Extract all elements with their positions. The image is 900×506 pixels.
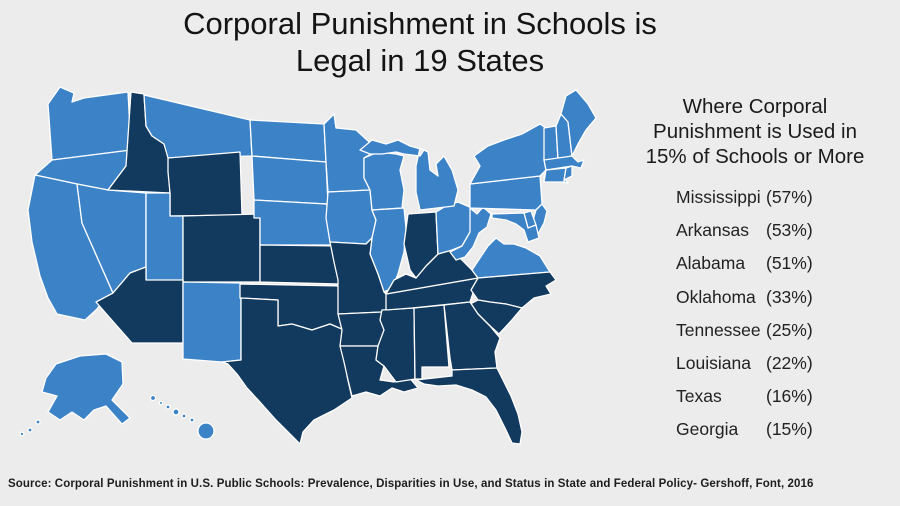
state-north-dakota	[249, 119, 327, 163]
state-alaska-aleutian-island	[19, 431, 25, 437]
panel-heading-line2: Punishment is Used in	[653, 120, 857, 143]
state-rhode-island	[563, 165, 573, 181]
list-item-percent: (15%)	[766, 419, 813, 440]
state-maine	[560, 89, 597, 157]
state-alaska-aleutian-island	[27, 427, 33, 433]
list-item-percent: (53%)	[766, 220, 813, 241]
list-item-state: Georgia	[676, 419, 739, 440]
side-panel: Where Corporal Punishment is Used in 15%…	[612, 94, 898, 447]
state-kansas	[259, 244, 341, 285]
state-hawaii-island	[158, 400, 164, 406]
state-north-carolina	[470, 271, 557, 309]
state-west-virginia	[449, 206, 492, 261]
source-citation: Source: Corporal Punishment in U.S. Publ…	[8, 478, 814, 490]
state-maryland	[491, 212, 540, 243]
state-connecticut	[543, 167, 567, 183]
list-item: Oklahoma (33%)	[612, 281, 898, 314]
state-usage-list: Mississippi (57%) Arkansas (53%) Alabama…	[612, 181, 898, 447]
state-hawaii-island	[189, 417, 195, 423]
state-michigan	[359, 139, 459, 211]
list-item: Texas (16%)	[612, 380, 898, 413]
state-nebraska	[253, 199, 339, 246]
list-item-state: Oklahoma	[676, 286, 756, 307]
us-map	[19, 86, 597, 445]
panel-heading-line1: Where Corporal	[682, 95, 828, 118]
list-item-state: Alabama	[676, 253, 746, 274]
list-item-percent: (16%)	[766, 386, 813, 407]
state-iowa	[325, 189, 377, 245]
list-item-state: Louisiana	[676, 353, 751, 374]
page-title-line2: Legal in 19 States	[295, 43, 545, 78]
list-item-state: Tennessee	[676, 319, 761, 340]
page-title: Corporal Punishment in Schools is Legal …	[0, 5, 840, 79]
state-hawaii-island	[165, 404, 171, 410]
list-item-state: Texas	[676, 386, 722, 407]
list-item-state: Mississippi	[676, 187, 761, 208]
list-item-percent: (57%)	[766, 187, 813, 208]
state-alabama	[413, 304, 450, 380]
state-washington	[47, 86, 132, 161]
list-item: Louisiana (22%)	[612, 347, 898, 380]
state-virginia	[471, 237, 551, 279]
state-pennsylvania	[469, 175, 543, 211]
list-item-percent: (25%)	[766, 319, 813, 340]
state-wyoming	[167, 151, 243, 217]
panel-heading: Where Corporal Punishment is Used in 15%…	[612, 94, 898, 169]
page-title-line1: Corporal Punishment in Schools is	[183, 6, 657, 41]
list-item-percent: (22%)	[766, 353, 813, 374]
state-florida	[415, 367, 523, 445]
list-item: Arkansas (53%)	[612, 214, 898, 247]
state-hawaii-island	[197, 422, 215, 440]
list-item: Mississippi (57%)	[612, 181, 898, 214]
list-item-percent: (33%)	[766, 286, 813, 307]
state-colorado	[182, 213, 261, 283]
state-georgia	[443, 301, 501, 371]
state-hawaii-island	[172, 408, 180, 416]
state-new-mexico	[182, 281, 242, 363]
state-south-dakota	[251, 155, 329, 205]
state-alaska	[41, 353, 131, 425]
state-hawaii-island	[181, 413, 187, 419]
panel-heading-line3: 15% of Schools or More	[645, 145, 865, 168]
list-item-state: Arkansas	[676, 220, 749, 241]
state-texas	[221, 297, 353, 445]
list-item-percent: (51%)	[766, 253, 813, 274]
list-item: Alabama (51%)	[612, 247, 898, 280]
list-item: Tennessee (25%)	[612, 314, 898, 347]
state-alaska-aleutian-island	[35, 419, 41, 425]
list-item: Georgia (15%)	[612, 413, 898, 446]
state-hawaii-island	[149, 394, 157, 402]
